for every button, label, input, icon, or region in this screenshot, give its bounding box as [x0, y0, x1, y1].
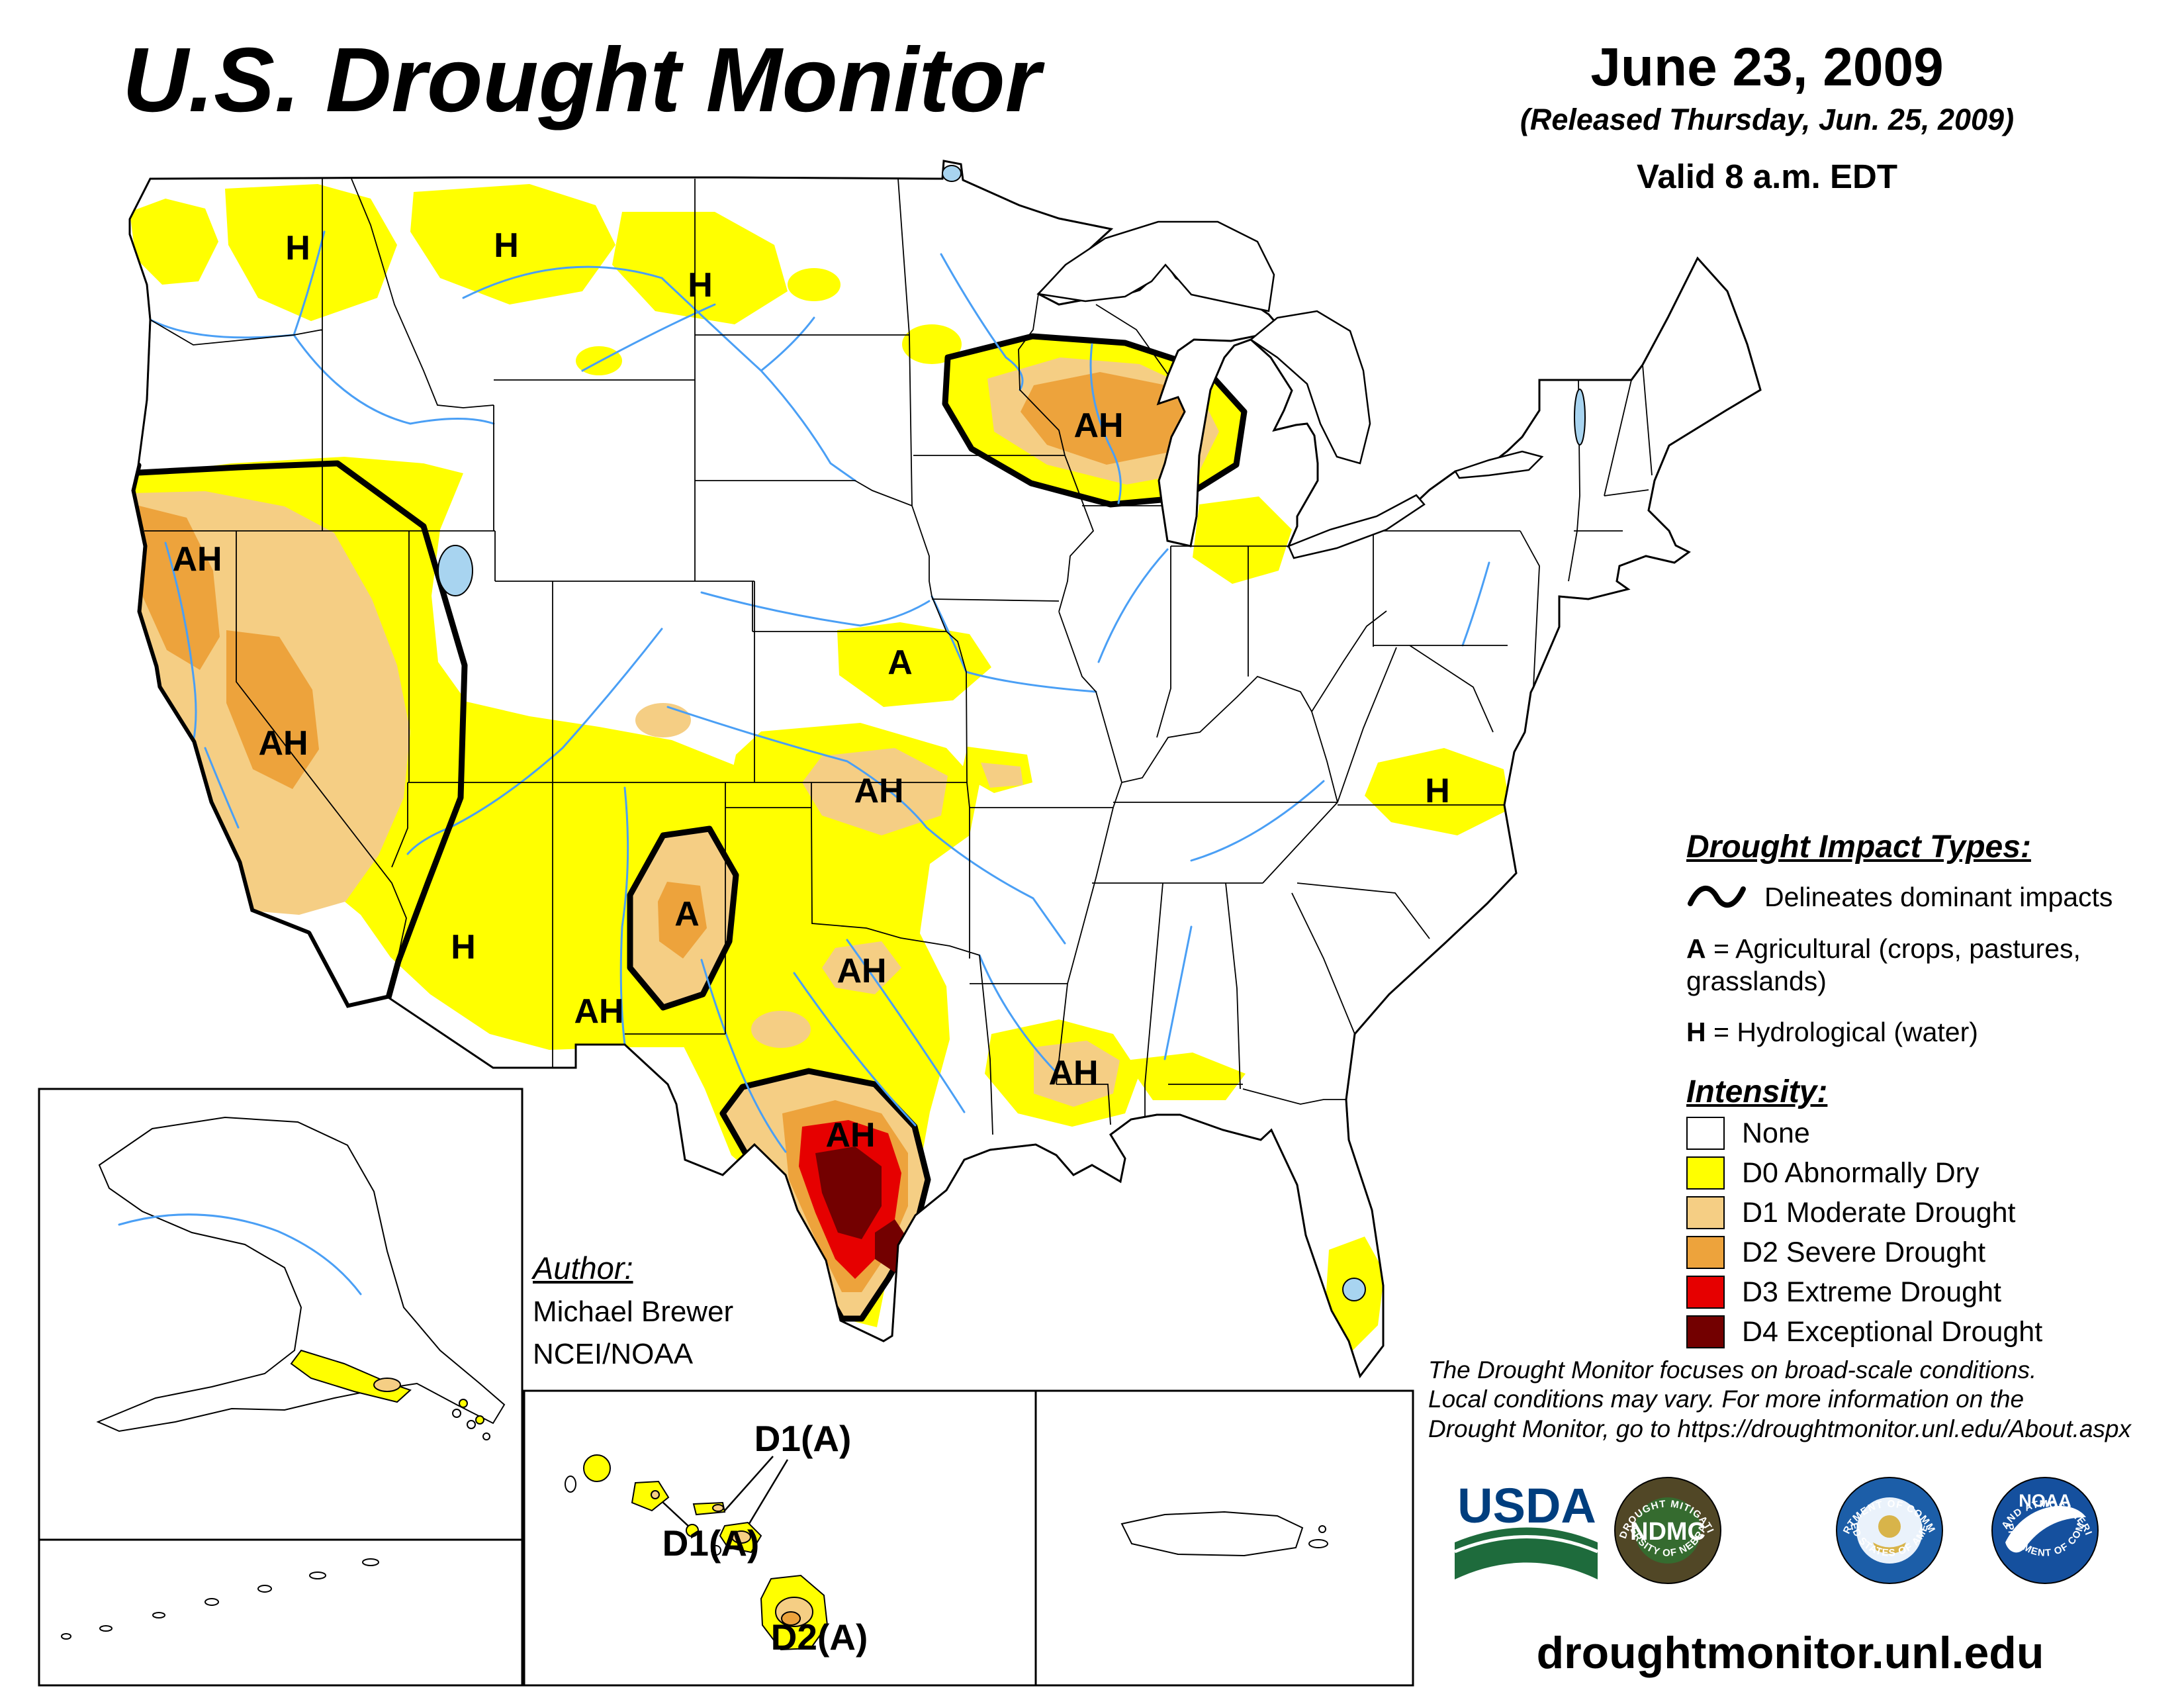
legend-label: D3 Extreme Drought: [1742, 1276, 2001, 1308]
doc-eagle-icon: [1878, 1515, 1901, 1538]
impact-hydrological: H = Hydrological (water): [1686, 1016, 2123, 1049]
map-label: AH: [1073, 406, 1123, 445]
swatch-d1: [1686, 1196, 1725, 1229]
date-block: June 23, 2009 (Released Thursday, Jun. 2…: [1476, 36, 2058, 196]
lake-of-the-woods: [942, 165, 962, 182]
disclaimer-line: The Drought Monitor focuses on broad-sca…: [1428, 1356, 2037, 1383]
map-label: H: [451, 928, 476, 966]
noaa-bird-icon: [2005, 1506, 2086, 1553]
delineates-label: Delineates dominant impacts: [1764, 881, 2113, 912]
delineation-squiggle-icon: [1688, 885, 1746, 908]
disclaimer-line: Local conditions may vary. For more info…: [1428, 1385, 2025, 1413]
map-label: AH: [574, 992, 623, 1031]
impact-key-h: H: [1686, 1017, 1706, 1048]
noaa-text: NOAA: [2019, 1491, 2071, 1511]
impact-types-legend: Drought Impact Types: Delineates dominan…: [1686, 829, 2163, 1049]
alaska-outline: [96, 1116, 506, 1432]
usda-text: USDA: [1457, 1478, 1596, 1533]
page-title: U.S. Drought Monitor: [122, 29, 1041, 131]
impact-desc-a: = Agricultural (crops, pastures, grassla…: [1686, 933, 2081, 997]
legend-label: D0 Abnormally Dry: [1742, 1156, 1979, 1189]
map-label: H: [494, 226, 519, 265]
inset-boxes: [38, 1088, 1414, 1687]
author-block: Author: Michael Brewer NCEI/NOAA: [533, 1250, 733, 1371]
author-org: NCEI/NOAA: [533, 1338, 694, 1370]
swatch-d4: [1686, 1315, 1725, 1348]
lake-erie: [1287, 494, 1426, 559]
swatch-d3: [1686, 1276, 1725, 1309]
swatch-none: [1686, 1117, 1725, 1150]
lakes: [437, 165, 1586, 1301]
map-label: A: [887, 643, 913, 682]
legend-row-d0: D0 Abnormally Dry: [1686, 1156, 2042, 1190]
map-label: AH: [1048, 1054, 1098, 1092]
state-borders: [144, 178, 1653, 1135]
hawaii-label: D1(A): [662, 1523, 760, 1564]
map-date: June 23, 2009: [1590, 37, 1944, 97]
legend-label: D4 Exceptional Drought: [1742, 1315, 2043, 1348]
culebra-island: [1318, 1525, 1326, 1533]
swatch-d2: [1686, 1236, 1725, 1269]
intensity-legend: Intensity: None D0 Abnormally Dry D1 Mod…: [1686, 1074, 2042, 1348]
puerto-rico-inset-box: [1034, 1389, 1414, 1687]
puerto-rico-inset: [1120, 1511, 1328, 1557]
lake-superior: [1036, 220, 1275, 312]
map-label: AH: [854, 772, 903, 810]
lanai-island: [686, 1524, 699, 1537]
alaska-inset: [61, 1116, 506, 1640]
oahu-island: [631, 1480, 670, 1512]
lake-okeechobee: [1342, 1278, 1366, 1301]
map-label: AH: [172, 540, 222, 579]
legend-row-d3: D3 Extreme Drought: [1686, 1276, 2042, 1309]
kauai-island: [583, 1454, 611, 1482]
intensity-heading: Intensity:: [1686, 1074, 1828, 1109]
niihau-island: [565, 1476, 576, 1493]
lake-champlain: [1574, 389, 1586, 445]
yukon-river: [118, 1213, 362, 1295]
hawaii-label: D1(A): [754, 1418, 852, 1459]
map-label: AH: [837, 952, 886, 990]
legend-row-d4: D4 Exceptional Drought: [1686, 1315, 2042, 1348]
site-url: droughtmonitor.unl.edu: [1536, 1628, 2044, 1678]
map-label: H: [285, 229, 310, 267]
impact-desc-h: = Hydrological (water): [1713, 1017, 1978, 1048]
legend-row-none: None: [1686, 1117, 2042, 1150]
legend-label: D1 Moderate Drought: [1742, 1196, 2016, 1229]
map-label: AH: [258, 724, 308, 763]
aleutians-inset-box: [38, 1538, 523, 1687]
ndmc-text: NDMC: [1630, 1518, 1706, 1546]
great-salt-lake: [437, 545, 473, 596]
map-label: AH: [825, 1116, 875, 1154]
vieques-island: [1308, 1539, 1328, 1548]
author-name: Michael Brewer: [533, 1295, 734, 1328]
legend-label: None: [1742, 1117, 1810, 1149]
puerto-rico-outline: [1120, 1511, 1304, 1557]
disclaimer-line: Drought Monitor, go to https://droughtmo…: [1428, 1415, 2131, 1442]
impact-types-heading: Drought Impact Types:: [1686, 829, 2031, 865]
hawaii-label: D2(A): [771, 1617, 868, 1658]
map-label: H: [688, 266, 713, 305]
lake-huron: [1249, 310, 1371, 465]
valid-time: Valid 8 a.m. EDT: [1637, 158, 1897, 195]
release-date: (Released Thursday, Jun. 25, 2009): [1520, 103, 2015, 136]
impact-key-a: A: [1686, 933, 1706, 964]
map-label: A: [674, 895, 700, 933]
swatch-d0: [1686, 1156, 1725, 1190]
kahoolawe-island: [711, 1545, 721, 1556]
legend-row-d2: D2 Severe Drought: [1686, 1236, 2042, 1269]
legend-row-d1: D1 Moderate Drought: [1686, 1196, 2042, 1229]
disclaimer-note: The Drought Monitor focuses on broad-sca…: [1428, 1356, 2131, 1444]
legend-label: D2 Severe Drought: [1742, 1236, 1986, 1268]
author-heading: Author:: [533, 1250, 633, 1286]
impact-agricultural: A = Agricultural (crops, pastures, grass…: [1686, 933, 2123, 998]
map-label: H: [1425, 772, 1450, 810]
lake-ontario: [1454, 450, 1544, 479]
map-impact-labels: H H H AH AH AH A AH H AH A AH AH AH H: [172, 226, 1449, 1154]
hawaii-inset: D1(A) D1(A) D2(A): [565, 1418, 868, 1658]
usda-logo: USDA: [1454, 1478, 1598, 1579]
